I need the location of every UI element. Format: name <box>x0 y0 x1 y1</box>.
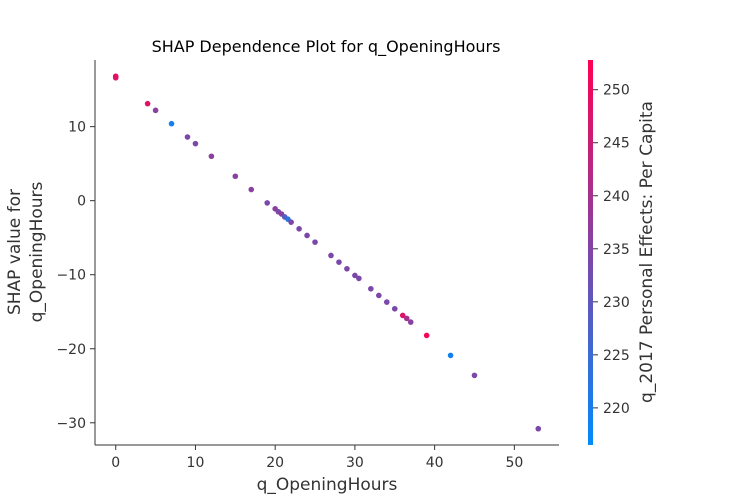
data-point <box>368 285 374 292</box>
y-axis-label-line-1: SHAP value for <box>5 189 25 315</box>
data-point <box>232 173 239 180</box>
y-tick-label: 0 <box>77 194 86 210</box>
x-tick-label: 30 <box>346 455 364 471</box>
colorbar-tick-label: 250 <box>603 83 630 99</box>
y-tick-label: −30 <box>56 416 86 432</box>
data-point <box>192 140 199 147</box>
data-point <box>399 312 406 319</box>
data-point <box>304 232 310 239</box>
x-tick-label: 40 <box>426 455 444 471</box>
colorbar-tick-label: 240 <box>603 189 630 205</box>
data-point <box>403 315 410 322</box>
y-tick-label: −20 <box>56 342 86 358</box>
data-point <box>352 272 358 279</box>
data-point <box>296 226 302 232</box>
y-axis-label-line-2: q_OpeningHours <box>27 181 47 322</box>
x-tick-label: 0 <box>111 455 120 471</box>
y-axis-label: SHAP value for q_OpeningHours <box>5 181 47 322</box>
colorbar-tick-label: 245 <box>603 136 630 152</box>
data-point <box>112 74 119 81</box>
data-point <box>328 252 334 259</box>
colorbar <box>588 60 593 445</box>
data-point <box>288 219 294 225</box>
data-point <box>471 372 478 379</box>
data-point <box>391 305 398 312</box>
scatter-points <box>112 73 542 432</box>
chart-title: SHAP Dependence Plot for q_OpeningHours <box>152 37 501 57</box>
data-point <box>383 299 390 305</box>
data-point <box>356 275 362 282</box>
colorbar-ticks: 220 225 230 235 240 245 250 <box>593 83 630 417</box>
y-tick-label: −10 <box>56 268 86 284</box>
x-ticks: 0 10 20 30 40 50 <box>111 445 523 471</box>
data-point <box>535 425 542 432</box>
y-tick-label: 10 <box>68 120 86 136</box>
data-point <box>168 120 175 127</box>
data-point <box>376 292 382 299</box>
data-point <box>184 134 191 140</box>
x-tick-label: 50 <box>505 455 523 471</box>
y-ticks: −30 −20 −10 0 10 <box>56 120 95 432</box>
data-point <box>336 259 342 265</box>
data-point <box>344 265 350 272</box>
data-point <box>423 332 430 339</box>
colorbar-tick-label: 235 <box>603 242 630 258</box>
data-point <box>447 352 454 359</box>
plot-area: 0 10 20 30 40 50 −30 −20 −10 0 10 <box>56 60 559 471</box>
x-axis-label: q_OpeningHours <box>257 475 398 495</box>
data-point <box>407 319 414 325</box>
colorbar-tick-label: 225 <box>603 348 630 364</box>
data-point <box>312 239 318 245</box>
colorbar-tick-label: 220 <box>603 401 630 417</box>
colorbar-label: q_2017 Personal Effects: Per Capita <box>637 101 657 403</box>
data-point <box>264 200 271 206</box>
data-point <box>144 100 151 107</box>
x-tick-label: 10 <box>187 455 205 471</box>
x-tick-label: 20 <box>266 455 284 471</box>
data-point <box>248 186 255 193</box>
data-point <box>208 153 215 160</box>
colorbar-tick-label: 230 <box>603 295 630 311</box>
data-point <box>152 107 159 114</box>
